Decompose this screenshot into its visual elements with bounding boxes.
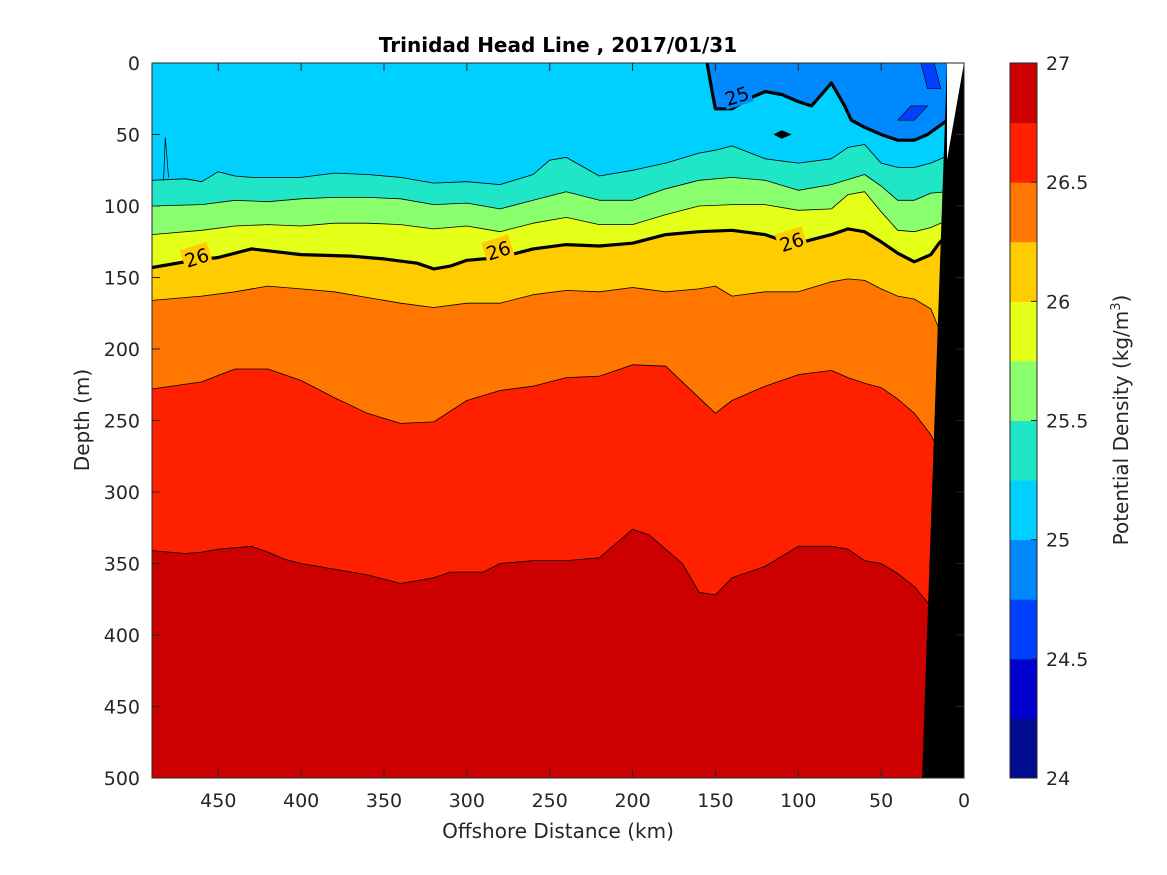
contour-label-bg (774, 226, 809, 256)
y-tick-label: 300 (104, 482, 140, 504)
isoline-25.75 (152, 191, 948, 235)
unsampled-nearshore (947, 63, 964, 160)
seafloor-shelf (922, 63, 964, 778)
colorbar-ticks: 24 24.5 25 25.5 26 26.5 27 (1031, 53, 1088, 790)
contour-label-bg (179, 241, 214, 272)
colorbar-swatch (1010, 480, 1037, 541)
chart-title: Trinidad Head Line , 2017/01/31 (379, 33, 737, 57)
y-tick-label: 350 (104, 554, 140, 576)
colorbar-tick-label: 24 (1046, 768, 1070, 790)
colorbar-label-suffix: ) (1109, 295, 1133, 303)
contour-label-0: 25 (719, 80, 754, 111)
colorbar-swatch (1010, 301, 1037, 362)
x-tick-label: 100 (780, 790, 816, 812)
isoline-26.75 (152, 528, 932, 607)
band-below-26.75 (152, 529, 964, 778)
x-tick-label: 150 (697, 790, 733, 812)
y-tick-label: 50 (116, 125, 140, 147)
y-tick-label: 450 (104, 697, 140, 719)
x-tick-label: 250 (532, 790, 568, 812)
patch-eddy (773, 130, 792, 139)
colorbar-label: Potential Density (kg/m3) (1109, 295, 1133, 546)
band-surface-lens (707, 63, 964, 141)
y-tick-label: 400 (104, 625, 140, 647)
isoline-spike (163, 137, 169, 181)
y-tick-label: 500 (104, 768, 140, 790)
colorbar-tick-label: 25 (1046, 530, 1070, 552)
patch-surface-lighter (920, 63, 942, 90)
colorbar-swatches (1010, 63, 1037, 779)
colorbar-swatch (1010, 599, 1037, 660)
isoline-26.5 (152, 364, 940, 453)
colorbar-label-superscript: 3 (1109, 302, 1124, 310)
isoline-25.5 (152, 174, 948, 210)
colorbar-tick-label: 27 (1046, 53, 1070, 75)
contour-label-bg (481, 234, 515, 265)
y-axis-ticks: 0 50 100 150 200 250 300 350 400 450 500 (104, 53, 964, 790)
colorbar-swatch (1010, 420, 1037, 481)
colorbar-swatch (1010, 360, 1037, 421)
y-tick-label: 250 (104, 411, 140, 433)
colorbar-swatch (1010, 241, 1037, 302)
colorbar-tick-label: 25.5 (1046, 411, 1088, 433)
colorbar-tick-label: 26 (1046, 291, 1070, 313)
colorbar-swatch (1010, 539, 1037, 600)
colorbar-tick-label: 24.5 (1046, 649, 1088, 671)
isopycnal-lines (152, 63, 949, 607)
x-tick-label: 450 (200, 790, 236, 812)
colorbar-swatch (1010, 182, 1037, 243)
x-tick-label: 300 (449, 790, 485, 812)
y-tick-label: 100 (104, 196, 140, 218)
colorbar-swatch (1010, 122, 1037, 183)
x-axis-ticks: 450 400 350 300 250 200 150 100 50 0 (200, 63, 970, 812)
y-tick-label: 150 (104, 268, 140, 290)
colorbar-swatch (1010, 658, 1037, 719)
colorbar-swatch (1010, 718, 1037, 779)
colorbar-label-text: Potential Density (kg/m (1109, 311, 1133, 546)
x-tick-label: 350 (366, 790, 402, 812)
x-tick-label: 0 (958, 790, 970, 812)
isoline-26.25 (152, 278, 940, 330)
x-tick-label: 400 (283, 790, 319, 812)
x-tick-label: 200 (614, 790, 650, 812)
contour-label-bg (719, 80, 754, 110)
x-tick-label: 50 (869, 790, 893, 812)
isoline-25.25 (152, 144, 948, 186)
density-bands (152, 63, 964, 778)
colorbar: 24 24.5 25 25.5 26 26.5 27 Potential Density (… (1009, 53, 1133, 790)
colorbar-swatch (1010, 63, 1037, 124)
isoline-26 (152, 227, 949, 271)
x-axis-label: Offshore Distance (km) (442, 819, 674, 843)
y-tick-label: 0 (128, 53, 140, 75)
patch-subsurface-lighter (897, 105, 929, 121)
colorbar-tick-label: 26.5 (1046, 172, 1088, 194)
y-tick-label: 200 (104, 339, 140, 361)
y-axis-label: Depth (m) (70, 369, 94, 471)
